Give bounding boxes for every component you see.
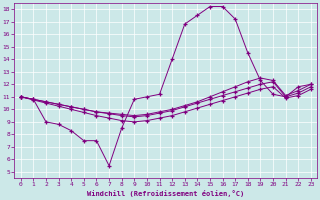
X-axis label: Windchill (Refroidissement éolien,°C): Windchill (Refroidissement éolien,°C) bbox=[87, 190, 244, 197]
